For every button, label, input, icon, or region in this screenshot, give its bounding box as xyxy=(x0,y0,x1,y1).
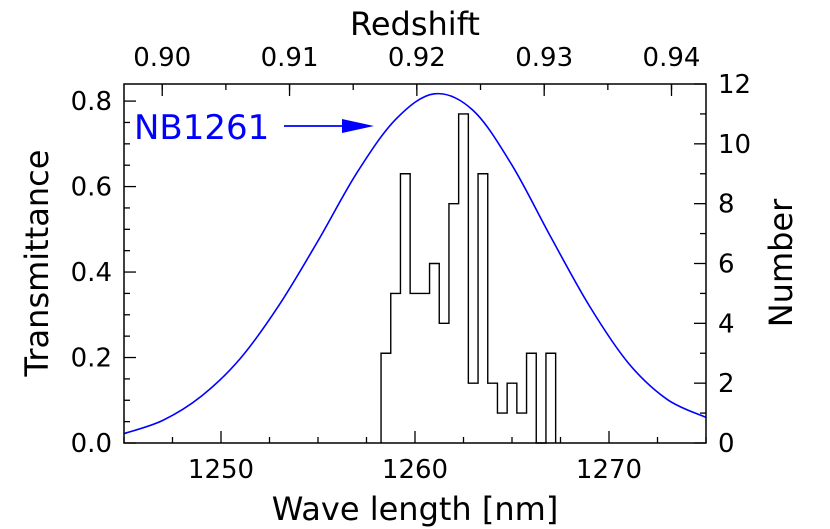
y-axis-title: Transmittance xyxy=(18,150,56,378)
top-axis-title: Redshift xyxy=(350,5,480,43)
y-tick-label: 0.0 xyxy=(71,429,112,459)
histogram-outline xyxy=(380,113,557,444)
y2-tick-label: 2 xyxy=(718,369,735,399)
series-nb1261-line xyxy=(123,92,707,435)
y2-tick-label: 8 xyxy=(718,190,735,220)
x-axis-title: Wave length [nm] xyxy=(272,490,559,528)
top-axis: 0.90 0.91 0.92 0.93 0.94 xyxy=(133,43,700,96)
y2-tick-label: 4 xyxy=(718,309,735,339)
x2-tick-label: 0.91 xyxy=(261,43,319,73)
x2-tick-label: 0.90 xyxy=(133,43,191,73)
y-tick-label: 0.2 xyxy=(71,344,112,374)
y2-axis-title: Number xyxy=(762,198,800,327)
right-axis: 0 2 4 6 8 10 12 xyxy=(694,70,751,459)
annotation-layer: NB1261 xyxy=(134,108,374,148)
x2-tick-label: 0.93 xyxy=(515,43,573,73)
bottom-axis: 1250 1260 1270 xyxy=(123,431,707,485)
curve-layer xyxy=(123,92,707,435)
y-tick-label: 0.4 xyxy=(71,258,112,288)
annotation-arrow-head xyxy=(342,119,374,133)
y-tick-label: 0.8 xyxy=(71,87,112,117)
annotation-nb1261-label: NB1261 xyxy=(134,108,269,148)
histogram-layer xyxy=(380,113,557,444)
y2-tick-label: 0 xyxy=(718,429,735,459)
y2-tick-label: 10 xyxy=(718,130,751,160)
x2-tick-label: 0.92 xyxy=(388,43,446,73)
y2-tick-label: 12 xyxy=(718,70,751,100)
x-tick-label: 1250 xyxy=(188,455,254,485)
y2-tick-label: 6 xyxy=(718,250,735,280)
left-axis: 0.0 0.2 0.4 0.6 0.8 xyxy=(71,87,136,459)
x-tick-label: 1260 xyxy=(382,455,448,485)
x2-tick-label: 0.94 xyxy=(643,43,701,73)
y-tick-label: 0.6 xyxy=(71,173,112,203)
x-tick-label: 1270 xyxy=(576,455,642,485)
